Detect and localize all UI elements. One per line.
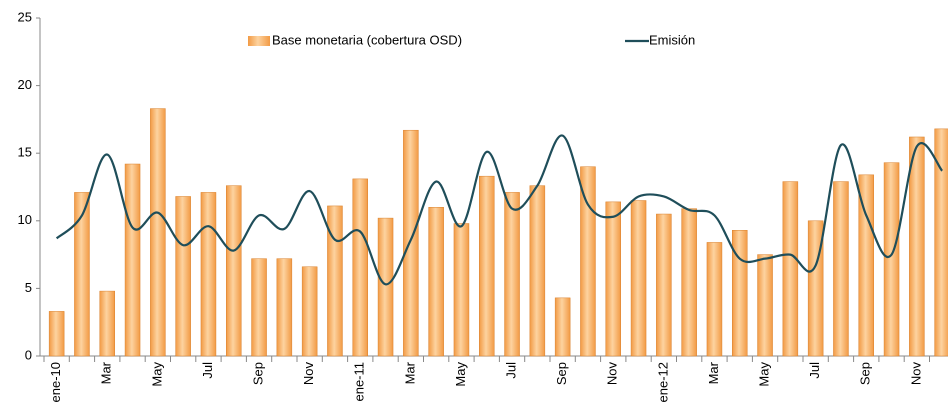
- bar: [251, 258, 267, 357]
- legend-label: Emisión: [649, 32, 695, 47]
- bar: [479, 175, 495, 357]
- bar: [74, 192, 90, 357]
- bar: [580, 166, 596, 357]
- bar: [48, 311, 65, 357]
- x-tick-label: Jul: [200, 362, 215, 379]
- bar: [301, 266, 318, 357]
- bar: [858, 174, 874, 357]
- bar: [681, 208, 697, 357]
- bar: [175, 196, 191, 357]
- x-tick-label: Mar: [402, 361, 417, 384]
- legend-swatch: [248, 36, 270, 46]
- x-tick-label: Mar: [706, 361, 721, 384]
- bar: [428, 207, 444, 357]
- y-tick-label: 0: [25, 347, 32, 362]
- x-tick-label: Jul: [503, 362, 518, 379]
- line: [55, 134, 944, 286]
- y-tick-label: 15: [18, 145, 32, 160]
- bar: [732, 230, 748, 357]
- bar: [934, 128, 948, 357]
- x-tick-label: Sep: [554, 362, 569, 385]
- bar: [883, 162, 900, 357]
- legend-label: Base monetaria (cobertura OSD): [272, 32, 462, 47]
- x-tick-label: May: [453, 362, 468, 387]
- bar: [226, 185, 242, 357]
- bar: [833, 181, 849, 357]
- bar: [605, 201, 621, 357]
- bar: [529, 185, 546, 357]
- bar: [706, 242, 723, 357]
- x-tick-label: May: [756, 362, 771, 387]
- x-tick-label: Jul: [807, 362, 822, 379]
- bar: [782, 181, 799, 357]
- x-tick-label: Nov: [301, 362, 316, 386]
- y-tick-label: 5: [25, 280, 32, 295]
- x-tick-label: ene-12: [655, 362, 670, 402]
- y-tick-label: 20: [18, 77, 32, 92]
- x-tick-label: ene-10: [48, 362, 63, 402]
- y-tick-label: 10: [18, 212, 32, 227]
- bar: [453, 223, 470, 357]
- bar: [99, 290, 115, 357]
- bar: [200, 192, 217, 357]
- bar: [757, 254, 773, 357]
- bar: [504, 192, 520, 357]
- bar: [909, 136, 925, 357]
- x-tick-label: ene-11: [352, 362, 367, 402]
- bar: [656, 213, 672, 357]
- x-tick-label: Nov: [908, 362, 923, 386]
- bar: [630, 200, 647, 357]
- x-tick-label: Nov: [605, 362, 620, 386]
- bar: [554, 297, 571, 357]
- bar: [276, 258, 293, 357]
- bar: [377, 217, 394, 357]
- x-tick-label: Mar: [99, 361, 114, 384]
- x-tick-label: Sep: [858, 362, 873, 385]
- bar: [352, 178, 368, 357]
- bar: [124, 163, 141, 357]
- y-tick-label: 25: [18, 9, 32, 24]
- x-tick-label: Sep: [250, 362, 265, 385]
- bar: [403, 129, 419, 357]
- bar: [327, 205, 343, 357]
- x-tick-label: May: [149, 362, 164, 387]
- bar: [150, 108, 166, 357]
